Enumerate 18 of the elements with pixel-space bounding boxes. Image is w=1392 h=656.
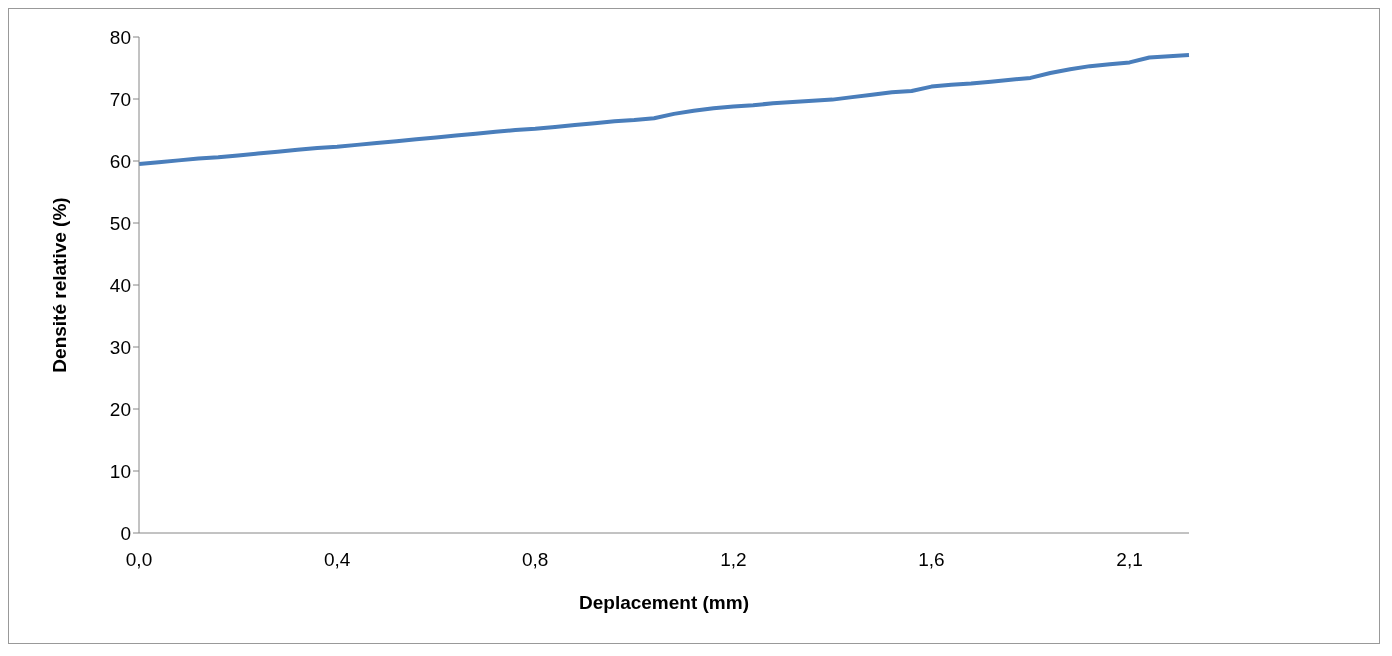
x-tick-label: 1,2	[720, 549, 747, 571]
line-series	[137, 52, 1191, 167]
x-tick-label: 0,4	[323, 549, 351, 571]
y-tick-label: 20	[109, 398, 131, 420]
y-tick-label: 70	[109, 88, 131, 110]
y-tick-label: 0	[120, 522, 131, 544]
y-tick-label: 40	[109, 274, 131, 296]
y-tick-label: 60	[109, 150, 131, 172]
y-tick-label: 10	[109, 460, 131, 482]
x-tick-label: 1,6	[918, 549, 945, 571]
x-tick-label: 0,0	[125, 549, 153, 571]
y-tick-label: 30	[109, 336, 131, 358]
x-axis-title: Deplacement (mm)	[579, 592, 749, 613]
x-tick-label: 2,1	[1116, 549, 1143, 571]
y-tick-label: 80	[109, 26, 131, 48]
y-axis-title: Densité relative (%)	[48, 197, 70, 373]
y-tick-label: 50	[109, 212, 131, 234]
x-tick-label: 0,8	[522, 549, 549, 571]
